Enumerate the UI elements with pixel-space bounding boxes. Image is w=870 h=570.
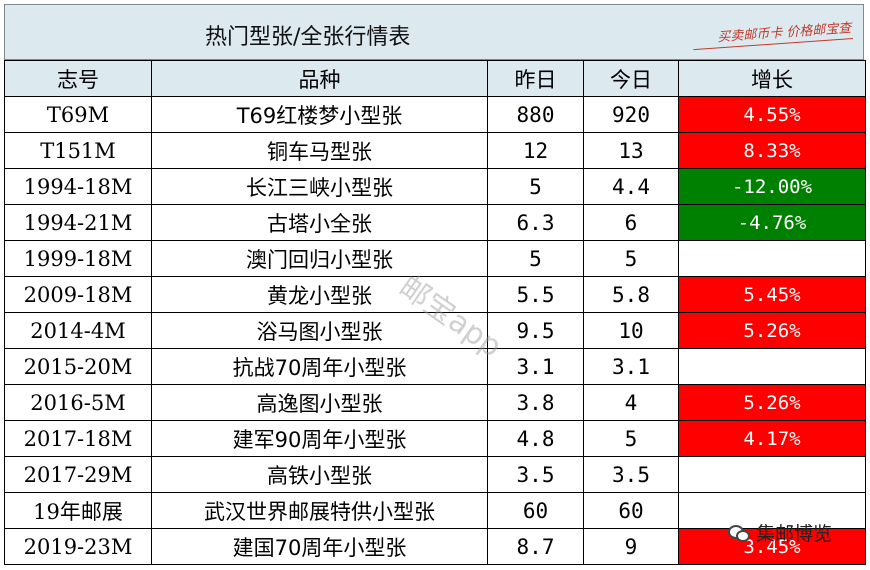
table-row: 2017-29M 高铁小型张 3.5 3.5 xyxy=(4,456,866,493)
prev-price-cell: 6.3 xyxy=(487,204,584,241)
price-table: 志号 品种 昨日 今日 增长 T69M T69红楼梦小型张 880 920 4.55% T… xyxy=(4,60,866,565)
code-cell: 2019-23M xyxy=(4,528,152,565)
table-row: 1999-18M 澳门回归小型张 5 5 xyxy=(4,240,866,277)
prev-price-cell: 880 xyxy=(487,96,584,133)
code-cell: 1999-18M xyxy=(4,240,152,277)
today-price-cell: 60 xyxy=(583,492,679,529)
prev-price-cell: 5.5 xyxy=(487,276,584,313)
header-row: 志号 品种 昨日 今日 增长 xyxy=(4,60,866,97)
table-row: 1994-18M 长江三峡小型张 5 4.4 -12.00% xyxy=(4,168,866,205)
today-price-cell: 920 xyxy=(583,96,679,133)
today-price-cell: 4 xyxy=(583,384,679,421)
wechat-icon xyxy=(728,524,750,542)
name-cell: 高铁小型张 xyxy=(151,456,488,493)
change-cell: 8.33% xyxy=(678,132,866,169)
title-bar: 热门型张/全张行情表 买卖邮币卡 价格邮宝查 xyxy=(4,4,864,60)
name-cell: T69红楼梦小型张 xyxy=(151,96,488,133)
code-cell: 1994-21M xyxy=(4,204,152,241)
prev-price-cell: 60 xyxy=(487,492,584,529)
change-cell xyxy=(678,348,866,385)
change-cell xyxy=(678,240,866,277)
change-cell: -12.00% xyxy=(678,168,866,205)
code-cell: 2016-5M xyxy=(4,384,152,421)
prev-price-cell: 3.8 xyxy=(487,384,584,421)
today-price-cell: 9 xyxy=(583,528,679,565)
name-cell: 澳门回归小型张 xyxy=(151,240,488,277)
today-price-cell: 3.1 xyxy=(583,348,679,385)
table-row: 2017-18M 建军90周年小型张 4.8 5 4.17% xyxy=(4,420,866,457)
name-cell: 高逸图小型张 xyxy=(151,384,488,421)
table-row: 2016-5M 高逸图小型张 3.8 4 5.26% xyxy=(4,384,866,421)
today-price-cell: 4.4 xyxy=(583,168,679,205)
today-price-cell: 13 xyxy=(583,132,679,169)
table-row: 1994-21M 古塔小全张 6.3 6 -4.76% xyxy=(4,204,866,241)
today-price-cell: 5 xyxy=(583,420,679,457)
prev-price-cell: 5 xyxy=(487,168,584,205)
change-cell xyxy=(678,492,866,529)
table-row: T69M T69红楼梦小型张 880 920 4.55% xyxy=(4,96,866,133)
name-cell: 古塔小全张 xyxy=(151,204,488,241)
column-header-change: 增长 xyxy=(678,60,866,97)
today-price-cell: 5.8 xyxy=(583,276,679,313)
prev-price-cell: 9.5 xyxy=(487,312,584,349)
code-cell: 2017-18M xyxy=(4,420,152,457)
code-cell: 1994-18M xyxy=(4,168,152,205)
credit: 集邮博览 xyxy=(728,519,832,546)
code-cell: T69M xyxy=(4,96,152,133)
table-row: 2009-18M 黄龙小型张 5.5 5.8 5.45% xyxy=(4,276,866,313)
page-title: 热门型张/全张行情表 xyxy=(205,25,411,50)
table-row: 2015-20M 抗战70周年小型张 3.1 3.1 xyxy=(4,348,866,385)
table-row: 2014-4M 浴马图小型张 9.5 10 5.26% xyxy=(4,312,866,349)
today-price-cell: 10 xyxy=(583,312,679,349)
prev-price-cell: 12 xyxy=(487,132,584,169)
column-header-code: 志号 xyxy=(4,60,152,97)
code-cell: 2014-4M xyxy=(4,312,152,349)
prev-price-cell: 8.7 xyxy=(487,528,584,565)
name-cell: 铜车马型张 xyxy=(151,132,488,169)
brand-slogan: 买卖邮币卡 价格邮宝查 xyxy=(716,21,852,46)
change-cell: 4.17% xyxy=(678,420,866,457)
change-cell xyxy=(678,456,866,493)
column-header-today: 今日 xyxy=(583,60,679,97)
name-cell: 武汉世界邮展特供小型张 xyxy=(151,492,488,529)
name-cell: 黄龙小型张 xyxy=(151,276,488,313)
change-cell: 5.45% xyxy=(678,276,866,313)
today-price-cell: 5 xyxy=(583,240,679,277)
price-sheet: 热门型张/全张行情表 买卖邮币卡 价格邮宝查 志号 品种 昨日 今日 增长 T6… xyxy=(4,4,866,567)
code-cell: 19年邮展 xyxy=(4,492,152,529)
prev-price-cell: 3.5 xyxy=(487,456,584,493)
prev-price-cell: 3.1 xyxy=(487,348,584,385)
code-cell: 2009-18M xyxy=(4,276,152,313)
change-cell: 4.55% xyxy=(678,96,866,133)
table-row: T151M 铜车马型张 12 13 8.33% xyxy=(4,132,866,169)
prev-price-cell: 5 xyxy=(487,240,584,277)
credit-text: 集邮博览 xyxy=(756,523,833,545)
code-cell: 2017-29M xyxy=(4,456,152,493)
change-cell: -4.76% xyxy=(678,204,866,241)
change-cell: 5.26% xyxy=(678,384,866,421)
change-cell: 3.45% xyxy=(678,528,866,565)
code-cell: 2015-20M xyxy=(4,348,152,385)
table-row: 2019-23M 建国70周年小型张 8.7 9 3.45% xyxy=(4,528,866,565)
change-cell: 5.26% xyxy=(678,312,866,349)
prev-price-cell: 4.8 xyxy=(487,420,584,457)
name-cell: 长江三峡小型张 xyxy=(151,168,488,205)
column-header-name: 品种 xyxy=(151,60,488,97)
today-price-cell: 6 xyxy=(583,204,679,241)
today-price-cell: 3.5 xyxy=(583,456,679,493)
name-cell: 浴马图小型张 xyxy=(151,312,488,349)
table-body: T69M T69红楼梦小型张 880 920 4.55% T151M 铜车马型张 12 13 8.… xyxy=(4,96,866,565)
name-cell: 抗战70周年小型张 xyxy=(151,348,488,385)
column-header-prev: 昨日 xyxy=(487,60,584,97)
name-cell: 建国70周年小型张 xyxy=(151,528,488,565)
name-cell: 建军90周年小型张 xyxy=(151,420,488,457)
code-cell: T151M xyxy=(4,132,152,169)
